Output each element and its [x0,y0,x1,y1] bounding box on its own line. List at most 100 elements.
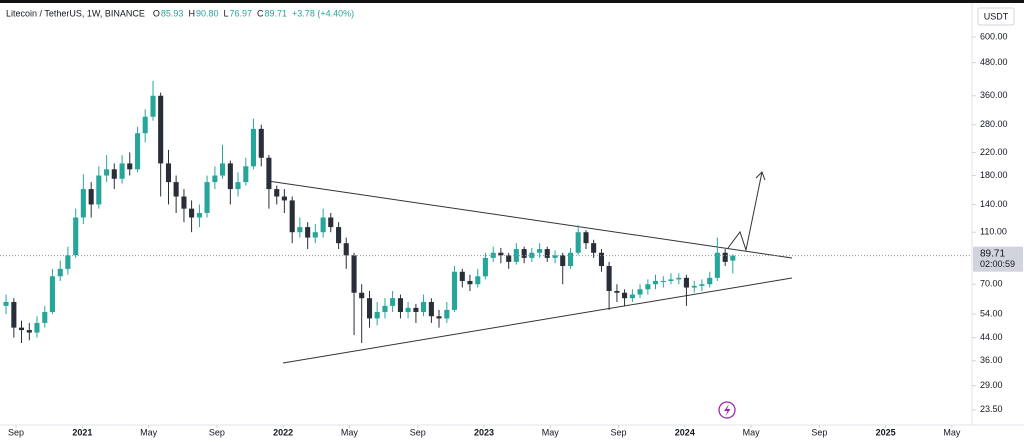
x-tick-label: 2023 [474,427,494,437]
candle-body [707,277,713,285]
candle-body [96,175,102,205]
candle-body [235,182,241,190]
x-tick-label: May [140,427,158,437]
candle-body [598,252,605,267]
candle-body [34,322,40,333]
candle-body [158,95,164,164]
candle-body [614,290,620,293]
candle-body [297,227,303,233]
x-tick-label: May [743,427,761,437]
candle-body [73,217,79,256]
candle-body [451,271,458,310]
candle-body [552,255,558,258]
candle-body [305,227,311,238]
trendline-lower [282,277,793,364]
candle-body [196,212,202,218]
y-tick-label: 280.00 [980,119,1008,129]
candle-body [475,276,481,285]
x-tick-label: May [341,427,359,437]
x-tick-label: Sep [410,427,426,437]
candle-body [258,128,264,158]
x-tick-label: Sep [8,427,24,437]
candle-body [668,279,674,281]
x-tick-label: 2021 [72,427,92,437]
plot [3,80,736,344]
candle-body [575,232,581,253]
candle-body [467,280,473,285]
last-price-box [973,246,1023,272]
top-bar [0,0,1024,3]
candle-body [436,316,442,319]
candle-body [506,255,512,262]
candle-body [320,217,326,233]
candle-body [328,217,334,228]
y-tick-label: 360.00 [980,90,1008,100]
x-tick-label: 2025 [876,427,896,437]
y-tick-label: 600.00 [980,31,1008,41]
x-tick-label: Sep [209,427,225,437]
candle-body [250,128,256,167]
candle-body [88,189,94,205]
candle-body [281,196,287,201]
candle-body [490,252,496,258]
trendline-upper [267,180,793,259]
y-tick-label: 110.00 [980,227,1007,237]
candle-body [413,307,419,312]
candle-body [266,157,272,190]
candle-body [65,255,71,269]
candle-body [444,309,450,319]
candle-body [699,284,705,286]
candle-body [637,289,643,295]
candle-body [691,285,697,288]
candle-body [714,252,720,278]
candle-body [42,311,48,323]
candle-body [583,232,589,244]
candle-body [227,163,233,190]
candle-body [544,249,550,258]
symbol-title: Litecoin / TetherUS, 1W, BINANCE [6,8,145,18]
candle-body [622,292,628,299]
ohlc-value: 85.93 [161,8,184,18]
candle-body [204,182,210,213]
candle-body [606,266,612,291]
candle-body [189,208,195,218]
ohlc-key: O [153,8,160,18]
candle-body [11,301,17,328]
ohlc-value: 90.80 [196,8,219,18]
candle-body [150,95,156,117]
y-tick-label: 44.00 [980,332,1003,342]
candle-body [336,227,342,244]
projection-arrow [727,171,763,252]
candle-body [181,196,187,209]
candle-body [676,277,682,280]
candle-body [49,276,55,312]
y-tick-label: 140.00 [980,199,1008,209]
candle-body [568,252,574,267]
y-tick-label: 54.00 [980,308,1003,318]
candle-body [482,257,488,277]
candle-body [521,249,527,258]
y-tick-label: 29.00 [980,380,1003,390]
last-price-label: 89.71 [980,248,1005,259]
price-change: +3.78 (+4.40%) [292,8,354,18]
candle-body [142,116,148,134]
candle-body [274,189,280,197]
candle-body [165,163,172,183]
candle-body [660,280,666,282]
candle-body [652,280,659,285]
bar-countdown: 02:00:59 [980,259,1015,269]
candle-body [382,305,388,312]
candle-body [173,182,179,197]
currency-button[interactable] [977,7,1015,26]
candle-body [366,298,373,319]
candle-body [219,163,226,176]
y-tick-label: 36.00 [980,355,1003,365]
candle-body [18,327,25,331]
candle-body [243,166,249,183]
candle-body [397,298,403,312]
y-tick-label: 23.50 [980,404,1003,414]
x-tick-label: Sep [611,427,627,437]
x-tick-label: 2022 [273,427,293,437]
